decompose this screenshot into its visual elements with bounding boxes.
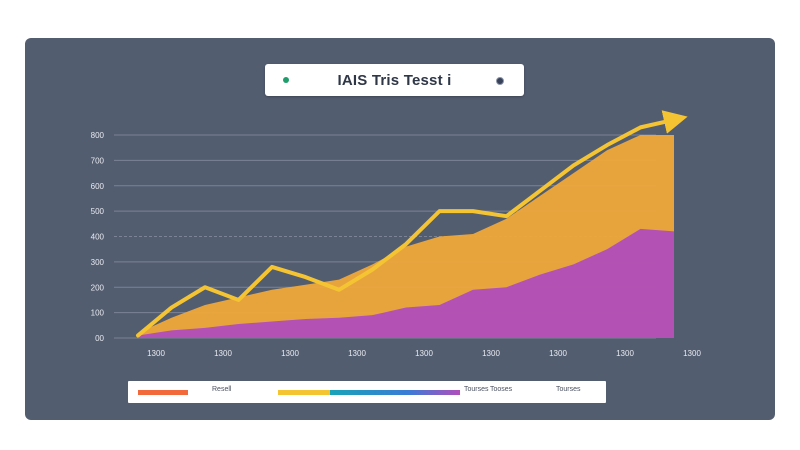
legend: Resell Tourses Tooses Tourses: [128, 381, 606, 403]
y-tick-label: 500: [91, 207, 105, 216]
y-tick-label: 700: [91, 156, 105, 165]
y-tick-label: 400: [91, 233, 105, 242]
title-left-dot-icon: [283, 77, 289, 83]
y-tick-label: 300: [91, 258, 105, 267]
y-tick-label: 100: [91, 309, 105, 318]
x-tick-label: 1300: [683, 349, 701, 358]
area-series: [138, 135, 674, 338]
y-tick-label: 200: [91, 283, 105, 292]
x-tick-label: 1300: [281, 349, 299, 358]
y-tick-label: 600: [91, 182, 105, 191]
x-tick-label: 1300: [549, 349, 567, 358]
chart-title-box: IAIS Tris Tesst i: [265, 64, 524, 96]
legend-swatch-0: [138, 390, 188, 395]
legend-label-0: Resell: [212, 386, 232, 393]
trend-line: [136, 110, 688, 338]
y-tick-label: 00: [95, 334, 104, 343]
legend-label-1: Tourses: [464, 386, 489, 393]
x-tick-label: 1300: [214, 349, 232, 358]
legend-swatch-1: [278, 390, 330, 395]
x-tick-label: 1300: [616, 349, 634, 358]
legend-label-2: Tooses: [490, 386, 513, 393]
legend-label-3: Tourses: [556, 386, 581, 393]
x-tick-label: 1300: [147, 349, 165, 358]
title-right-dot-icon: [496, 77, 504, 85]
chart-title: IAIS Tris Tesst i: [337, 71, 452, 89]
trend-line-series: [136, 110, 688, 338]
x-tick-label: 1300: [348, 349, 366, 358]
legend-swatch-2: [330, 390, 460, 395]
area-series-b: [138, 228, 674, 338]
x-axis-ticks: 1300 1300 1300 1300 1300 1300 1300 1300 1300: [147, 349, 701, 358]
x-tick-label: 1300: [482, 349, 500, 358]
x-tick-label: 1300: [415, 349, 433, 358]
y-tick-label: 800: [91, 131, 105, 140]
y-axis-ticks: 00 100 200 300 400 500 600 700 800: [91, 131, 105, 343]
